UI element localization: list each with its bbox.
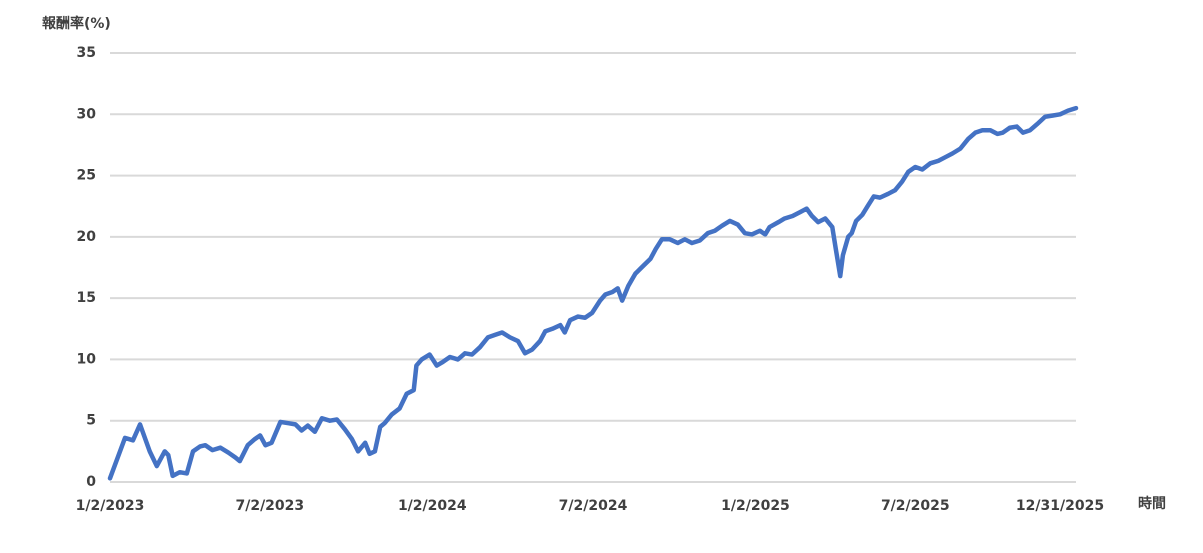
x-tick-label: 1/2/2023 — [76, 498, 145, 514]
y-tick-label: 30 — [77, 106, 97, 122]
y-axis-label: 報酬率(%) — [42, 15, 111, 32]
y-tick-label: 0 — [86, 474, 96, 490]
x-tick-label: 1/2/2024 — [398, 498, 467, 514]
x-axis-label: 時間 — [1138, 495, 1166, 512]
y-tick-label: 25 — [77, 168, 96, 184]
x-tick-label: 1/2/2025 — [721, 498, 790, 514]
x-tick-label: 7/2/2023 — [235, 498, 304, 514]
y-tick-label: 10 — [77, 351, 97, 367]
y-tick-label: 5 — [86, 413, 96, 429]
x-tick-label: 7/2/2025 — [881, 498, 950, 514]
x-tick-label: 12/31/2025 — [1016, 498, 1104, 514]
y-tick-label: 15 — [77, 290, 96, 306]
x-tick-label: 7/2/2024 — [559, 498, 628, 514]
y-tick-label: 35 — [77, 45, 96, 61]
line — [107, 105, 1079, 481]
y-tick-label: 20 — [77, 229, 97, 245]
